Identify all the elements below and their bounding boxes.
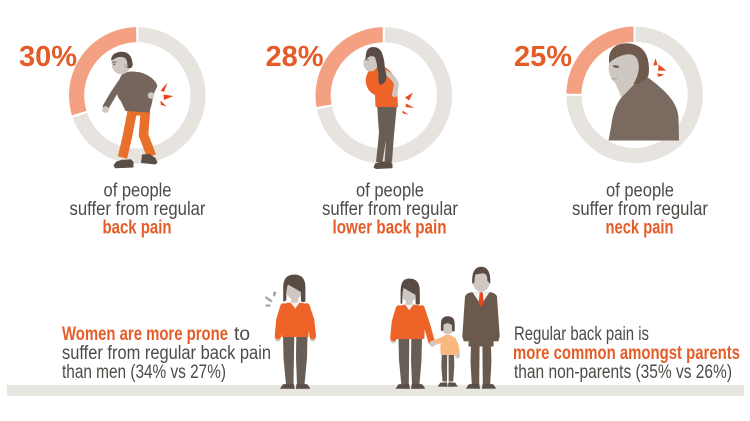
- svg-text:of people: of people: [356, 181, 424, 202]
- svg-text:Women are more prone: Women are more prone: [62, 324, 228, 345]
- svg-text:than men (34% vs 27%): than men (34% vs 27%): [62, 362, 226, 383]
- svg-text:of people: of people: [104, 181, 172, 202]
- svg-text:suffer from regular back pain: suffer from regular back pain: [62, 343, 271, 364]
- svg-text:suffer from regular: suffer from regular: [572, 199, 709, 220]
- svg-text:25%: 25%: [514, 41, 572, 73]
- svg-text:lower back pain: lower back pain: [333, 218, 447, 239]
- svg-text:suffer from regular: suffer from regular: [70, 199, 207, 220]
- svg-text:28%: 28%: [266, 41, 324, 73]
- svg-text:30%: 30%: [19, 41, 77, 73]
- svg-text:of people: of people: [606, 181, 674, 202]
- svg-text:suffer from regular: suffer from regular: [322, 199, 459, 220]
- svg-text:neck pain: neck pain: [606, 218, 674, 239]
- svg-text:Regular back pain is: Regular back pain is: [514, 324, 649, 345]
- svg-text:to: to: [234, 324, 250, 345]
- svg-text:more common amongst parents: more common amongst parents: [513, 343, 740, 364]
- svg-text:back pain: back pain: [103, 218, 172, 239]
- svg-text:than non-parents (35% vs 26%): than non-parents (35% vs 26%): [514, 362, 732, 383]
